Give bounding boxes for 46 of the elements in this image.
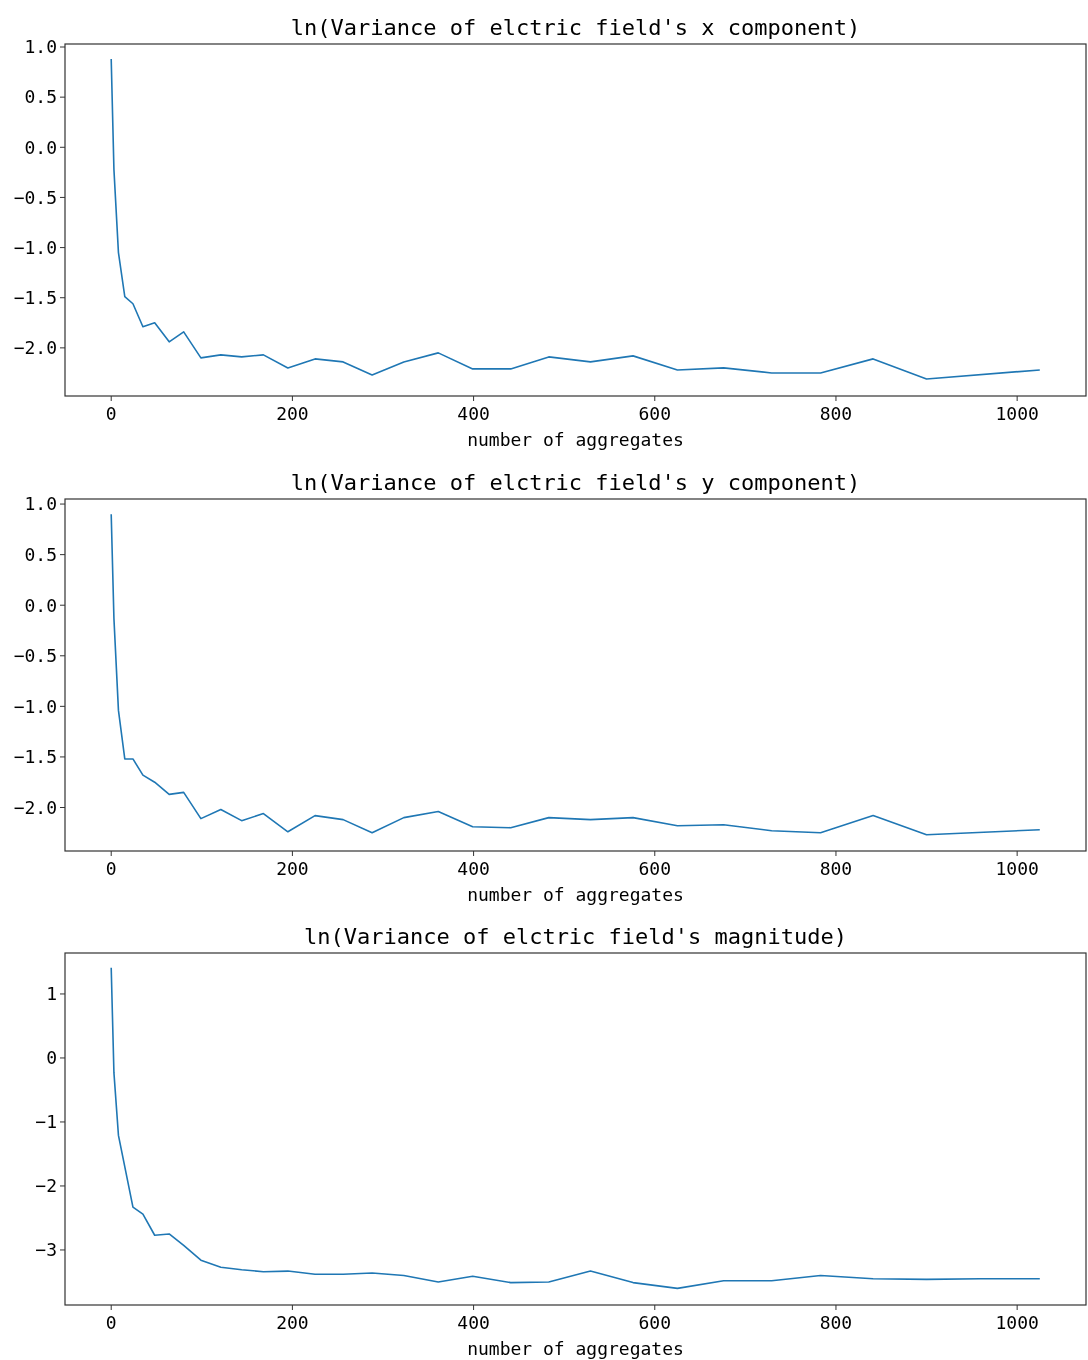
x-tick-label: 800 xyxy=(819,1312,853,1333)
x-tick-label: 600 xyxy=(638,403,672,424)
y-tick-label: 0 xyxy=(46,1047,57,1069)
x-tick-label: 0 xyxy=(105,403,117,424)
y-tick-label: −1.0 xyxy=(13,695,57,717)
x-tick-label: 1000 xyxy=(995,858,1039,879)
x-tick-label: 1000 xyxy=(995,403,1039,424)
line-series xyxy=(110,58,1041,380)
y-tick-label: 1.0 xyxy=(24,493,57,515)
line-series xyxy=(110,966,1041,1290)
x-tick-label: 1000 xyxy=(995,1312,1039,1333)
y-tick-label: 0.5 xyxy=(24,543,57,565)
x-axis-title: number of aggregates xyxy=(467,1338,684,1359)
x-tick-label: 400 xyxy=(457,403,490,424)
y-tick-label: −2.0 xyxy=(13,337,57,359)
y-tick-label: −1.5 xyxy=(13,746,57,768)
y-tick-label: 0.0 xyxy=(24,594,57,616)
x-tick-label: 0 xyxy=(105,1312,117,1333)
y-tick-label: −0.5 xyxy=(13,645,57,667)
y-tick-label: −2 xyxy=(35,1175,57,1197)
y-tick-label: −0.5 xyxy=(13,186,57,208)
y-tick-label: 0.5 xyxy=(24,86,57,108)
y-tick-label: 0.0 xyxy=(24,136,57,158)
line-series xyxy=(110,513,1041,836)
x-tick-label: 800 xyxy=(819,403,853,424)
y-tick-label: −1.5 xyxy=(13,287,57,309)
x-axis-title: number of aggregates xyxy=(467,884,684,905)
x-tick-label: 200 xyxy=(276,1312,309,1333)
y-tick-label: 1.0 xyxy=(24,36,57,58)
x-tick-label: 200 xyxy=(276,858,309,879)
chart-title: ln(Variance of elctric field's magnitude) xyxy=(303,924,848,949)
chart-title: ln(Variance of elctric field's y component) xyxy=(290,470,861,495)
chart-title: ln(Variance of elctric field's x component) xyxy=(290,15,861,40)
y-tick-label: −2.0 xyxy=(13,796,57,818)
x-tick-label: 0 xyxy=(105,858,117,879)
y-tick-label: −1.0 xyxy=(13,236,57,258)
x-tick-label: 800 xyxy=(819,858,853,879)
y-tick-label: −3 xyxy=(35,1239,57,1261)
x-tick-label: 600 xyxy=(638,1312,672,1333)
x-tick-label: 400 xyxy=(457,1312,490,1333)
x-tick-label: 400 xyxy=(457,858,490,879)
x-axis-title: number of aggregates xyxy=(467,429,684,450)
x-tick-label: 200 xyxy=(276,403,309,424)
y-tick-label: 1 xyxy=(46,983,57,1005)
x-tick-label: 600 xyxy=(638,858,672,879)
y-tick-label: −1 xyxy=(35,1111,57,1133)
